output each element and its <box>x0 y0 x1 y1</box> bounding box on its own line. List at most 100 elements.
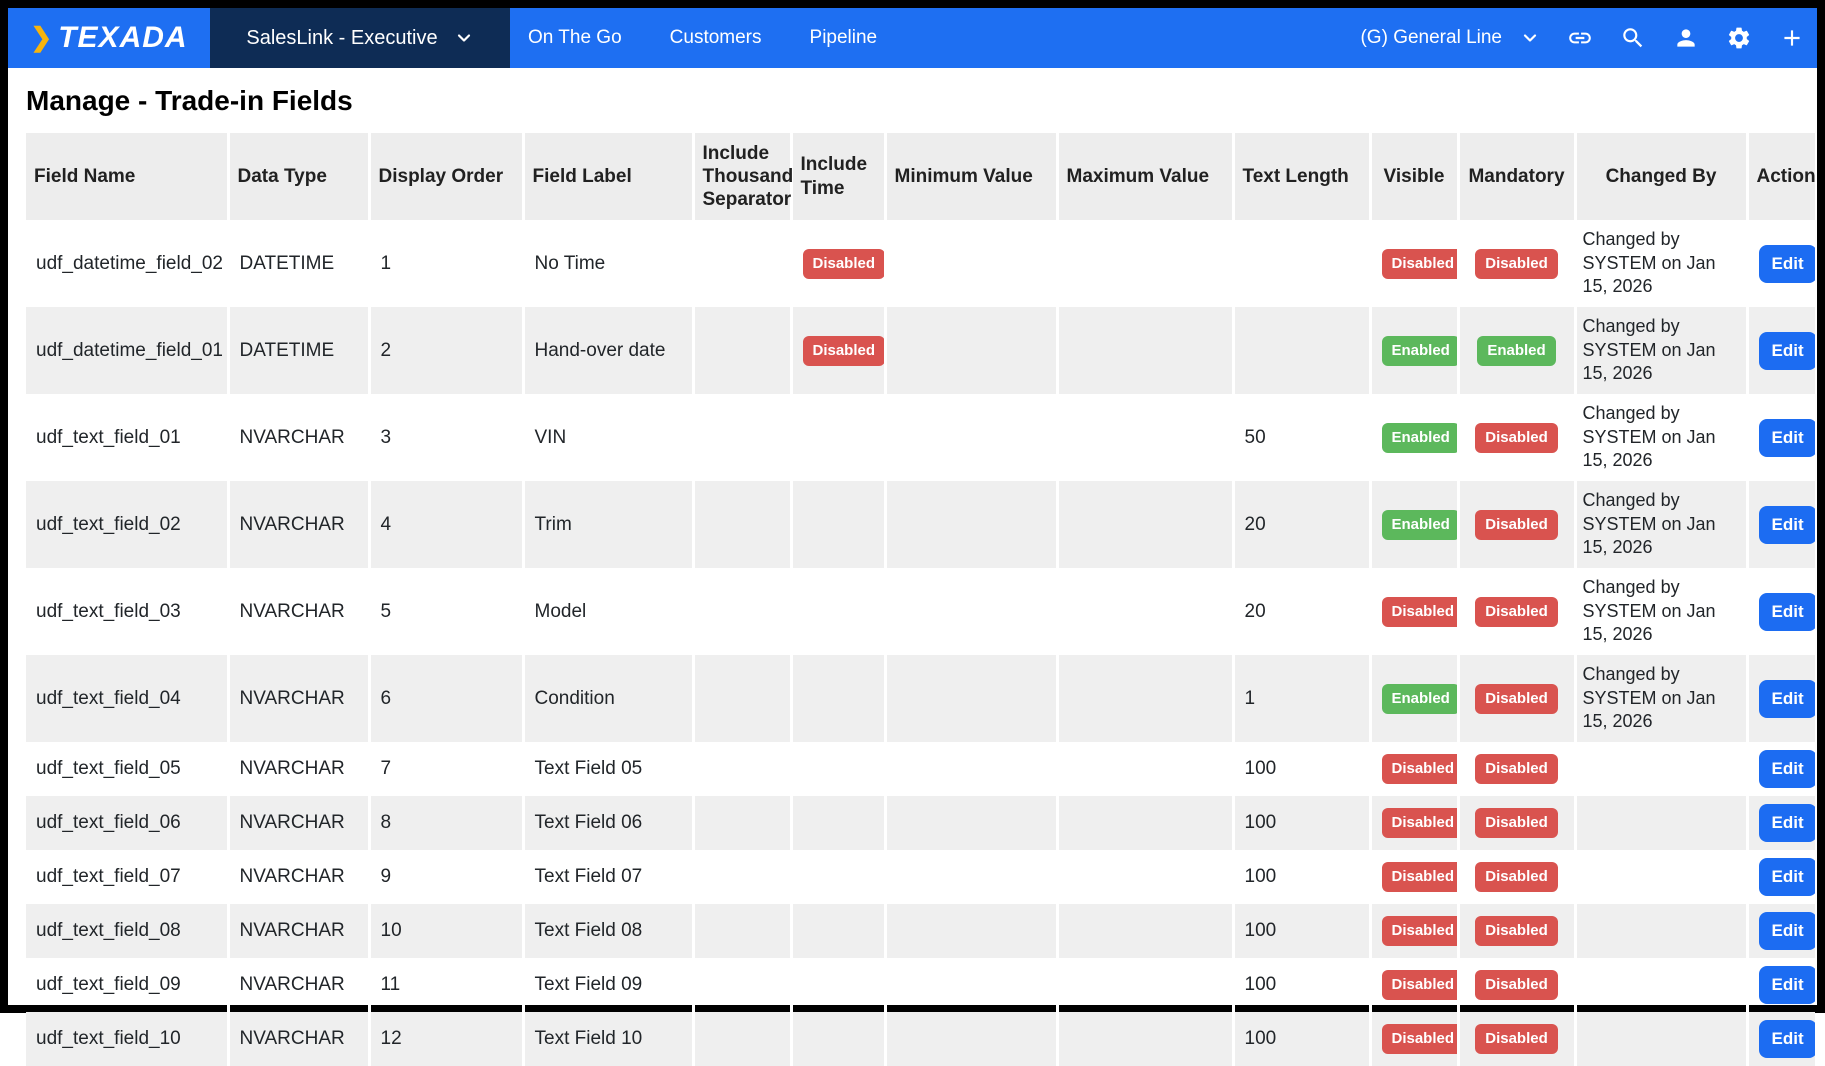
edit-button[interactable]: Edit <box>1758 804 1815 842</box>
include-time-cell <box>789 904 885 958</box>
nav-links: On The Go Customers Pipeline <box>528 8 877 68</box>
search-icon[interactable] <box>1620 25 1646 51</box>
minimum-value-cell <box>883 904 1057 958</box>
field-name-cell: udf_text_field_08 <box>26 904 228 958</box>
edit-button[interactable]: Edit <box>1758 592 1815 631</box>
trade-in-fields-table: Field Name Data Type Display Order Field… <box>26 133 1816 1066</box>
texada-logo[interactable]: ❯ TEXADA <box>8 8 210 68</box>
mandatory-cell: Disabled <box>1456 655 1575 742</box>
include-thousand-separator-cell <box>691 568 791 655</box>
nav-item-pipeline[interactable]: Pipeline <box>809 27 878 48</box>
mandatory-badge: Disabled <box>1475 683 1558 714</box>
mandatory-cell: Disabled <box>1456 394 1575 481</box>
mandatory-cell: Disabled <box>1456 568 1575 655</box>
visible-badge: Enabled <box>1381 509 1458 540</box>
visible-badge: Enabled <box>1381 422 1458 453</box>
visible-cell: Disabled <box>1368 904 1458 958</box>
action-cell: Edit <box>1745 655 1815 742</box>
visible-cell: Disabled <box>1368 1012 1458 1066</box>
include-time-cell <box>789 850 885 904</box>
edit-button[interactable]: Edit <box>1758 505 1815 544</box>
account-area: (G) General Line <box>1360 8 1805 68</box>
data-type-cell: DATETIME <box>226 307 369 394</box>
edit-button[interactable]: Edit <box>1758 858 1815 896</box>
maximum-value-cell <box>1055 850 1233 904</box>
table-row: udf_text_field_03 NVARCHAR 5 Model 20 Disable… <box>26 568 1815 655</box>
link-icon[interactable] <box>1567 25 1593 51</box>
field-label-cell: Text Field 05 <box>521 742 693 796</box>
plus-icon[interactable] <box>1779 25 1805 51</box>
account-dropdown[interactable]: (G) General Line <box>1360 27 1540 49</box>
brand-chevron-icon: ❯ <box>30 21 54 52</box>
table-body: udf_datetime_field_02 DATETIME 1 No Time Dis… <box>26 220 1815 1066</box>
minimum-value-cell <box>883 655 1057 742</box>
col-header-field-name: Field Name <box>26 133 228 220</box>
include-time-cell <box>789 958 885 1012</box>
include-time-cell: Disabled <box>789 220 885 307</box>
edit-button[interactable]: Edit <box>1758 1020 1815 1058</box>
visible-badge: Enabled <box>1381 683 1458 714</box>
table-row: udf_text_field_04 NVARCHAR 6 Condition 1 Enab… <box>26 655 1815 742</box>
edit-button[interactable]: Edit <box>1758 966 1815 1004</box>
edit-button[interactable]: Edit <box>1758 418 1815 457</box>
visible-badge: Disabled <box>1381 970 1458 1000</box>
minimum-value-cell <box>883 481 1057 568</box>
field-label-cell: VIN <box>521 394 693 481</box>
text-length-cell <box>1231 307 1370 394</box>
include-time-cell <box>789 481 885 568</box>
gear-icon[interactable] <box>1726 25 1752 51</box>
mandatory-cell: Disabled <box>1456 904 1575 958</box>
edit-button[interactable]: Edit <box>1758 331 1815 370</box>
visible-badge: Disabled <box>1381 596 1458 627</box>
text-length-cell: 100 <box>1231 958 1370 1012</box>
edit-button[interactable]: Edit <box>1758 679 1815 718</box>
data-type-cell: NVARCHAR <box>226 1012 369 1066</box>
include-time-cell: Disabled <box>789 307 885 394</box>
visible-cell: Disabled <box>1368 220 1458 307</box>
action-cell: Edit <box>1745 796 1815 850</box>
mandatory-cell: Disabled <box>1456 796 1575 850</box>
field-name-cell: udf_text_field_03 <box>36 600 181 622</box>
field-name-cell: udf_text_field_07 <box>36 866 181 887</box>
minimum-value-cell <box>883 220 1057 307</box>
user-icon[interactable] <box>1673 25 1699 51</box>
mandatory-cell: Disabled <box>1456 220 1575 307</box>
include-time-badge: Disabled <box>802 248 885 279</box>
field-label-cell: Text Field 10 <box>521 1012 693 1066</box>
data-type-cell: NVARCHAR <box>226 568 369 655</box>
visible-badge: Disabled <box>1381 754 1458 784</box>
maximum-value-cell <box>1055 394 1233 481</box>
field-label-cell: No Time <box>521 220 693 307</box>
col-header-include-time: Include Time <box>789 133 885 220</box>
table-row: udf_text_field_08 NVARCHAR 10 Text Field 08… <box>26 904 1815 958</box>
field-name-cell: udf_datetime_field_01 <box>26 307 228 394</box>
visible-badge: Enabled <box>1381 335 1458 366</box>
edit-button[interactable]: Edit <box>1758 912 1815 950</box>
field-name-cell: udf_text_field_04 <box>26 655 228 742</box>
field-label-cell: Text Field 07 <box>521 850 693 904</box>
maximum-value-cell <box>1055 958 1233 1012</box>
changed-by-cell: Changed by SYSTEM on Jan 15, 2026 <box>1573 307 1747 394</box>
nav-item-customers[interactable]: Customers <box>669 27 762 48</box>
minimum-value-cell <box>883 1012 1057 1066</box>
field-name-cell: udf_text_field_05 <box>36 758 181 779</box>
action-cell: Edit <box>1745 904 1815 958</box>
mandatory-badge: Disabled <box>1475 754 1558 784</box>
col-header-data-type: Data Type <box>226 133 369 220</box>
changed-by-cell: Changed by SYSTEM on Jan 15, 2026 <box>1573 568 1747 655</box>
table-row: udf_text_field_02 NVARCHAR 4 Trim 20 Enabled D… <box>26 481 1815 568</box>
text-length-cell: 100 <box>1231 742 1370 796</box>
mandatory-cell: Disabled <box>1456 850 1575 904</box>
chevron-down-icon <box>1523 34 1537 42</box>
action-cell: Edit <box>1745 850 1815 904</box>
nav-item-on-the-go[interactable]: On The Go <box>528 27 622 48</box>
app-menu-dropdown[interactable]: SalesLink - Executive <box>210 8 510 68</box>
maximum-value-cell <box>1055 1012 1233 1066</box>
account-label: (G) General Line <box>1360 27 1502 48</box>
edit-button[interactable]: Edit <box>1758 750 1815 788</box>
data-type-cell: NVARCHAR <box>226 481 369 568</box>
edit-button[interactable]: Edit <box>1758 244 1815 283</box>
data-type-cell: NVARCHAR <box>226 904 369 958</box>
field-label-cell: Model <box>521 568 693 655</box>
include-thousand-separator-cell <box>691 796 791 850</box>
